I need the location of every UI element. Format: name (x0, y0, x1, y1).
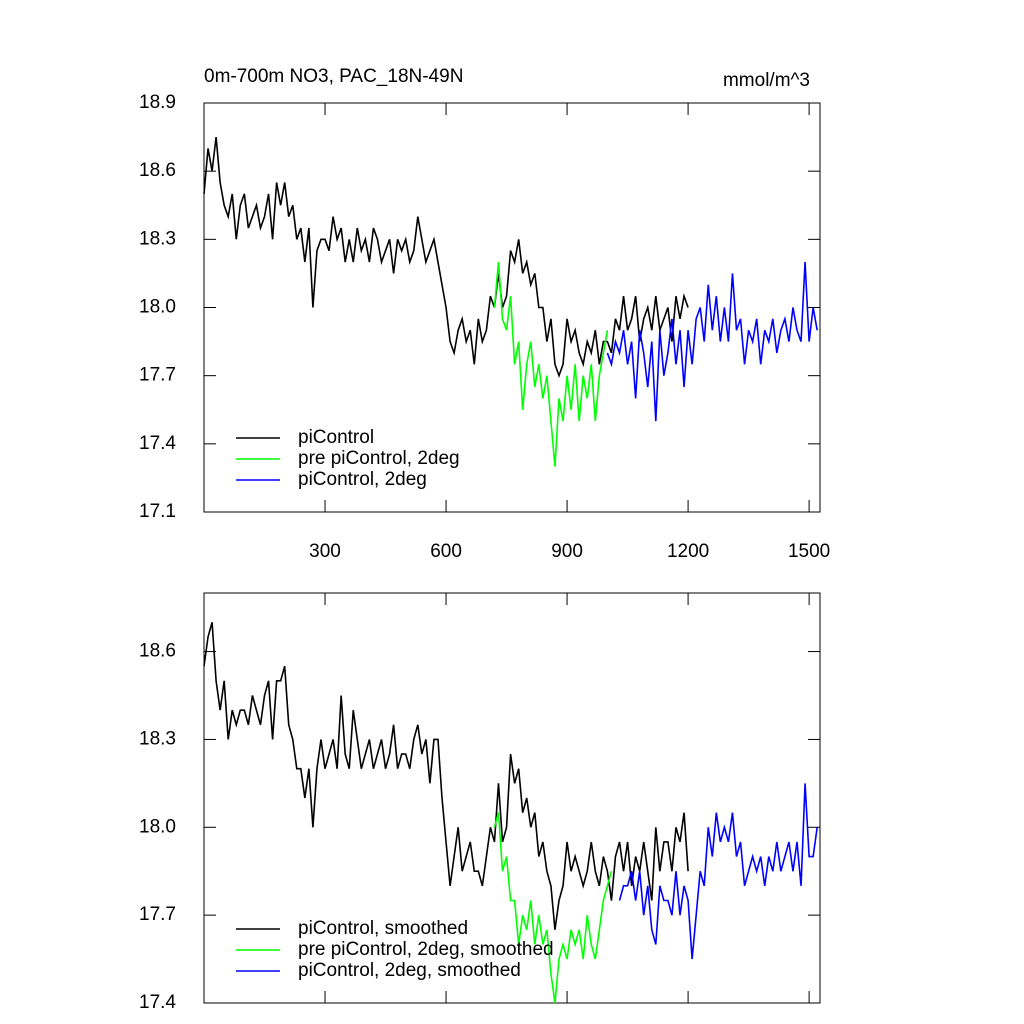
chart-title: 0m-700m NO3, PAC_18N-49N (204, 66, 463, 87)
legend-label: piControl, 2deg, smoothed (298, 960, 521, 981)
data-line (203, 136, 689, 379)
data-line (203, 622, 689, 930)
x-tick-label: 900 (551, 541, 583, 562)
y-tick-label: 17.7 (139, 904, 176, 925)
legend-label: pre piControl, 2deg (298, 448, 460, 469)
units-label: mmol/m^3 (723, 70, 810, 91)
data-line (618, 783, 818, 960)
x-tick-label: 1200 (667, 541, 709, 562)
y-tick-label: 18.0 (139, 297, 176, 318)
plot-frame (203, 592, 821, 1004)
y-tick-label: 18.6 (139, 160, 176, 181)
y-tick-label: 18.0 (139, 816, 176, 837)
y-tick-label: 18.6 (139, 641, 176, 662)
y-tick-label: 18.3 (139, 728, 176, 749)
x-tick-label: 1500 (788, 541, 830, 562)
x-tick-label: 600 (430, 541, 462, 562)
y-tick-label: 18.3 (139, 228, 176, 249)
data-line (606, 262, 818, 422)
y-tick-label: 17.1 (139, 501, 176, 522)
x-tick-label: 300 (309, 541, 341, 562)
legend-label: piControl, 2deg (298, 469, 427, 490)
y-tick-label: 17.7 (139, 365, 176, 386)
y-tick-label: 17.4 (139, 433, 176, 454)
y-tick-label: 18.9 (139, 92, 176, 113)
data-line (493, 261, 609, 467)
legend-label: pre piControl, 2deg, smoothed (298, 939, 554, 960)
legend-label: piControl (298, 427, 374, 448)
data-line (493, 812, 613, 1004)
legend-label: piControl, smoothed (298, 918, 468, 939)
y-tick-label: 17.4 (139, 992, 176, 1013)
